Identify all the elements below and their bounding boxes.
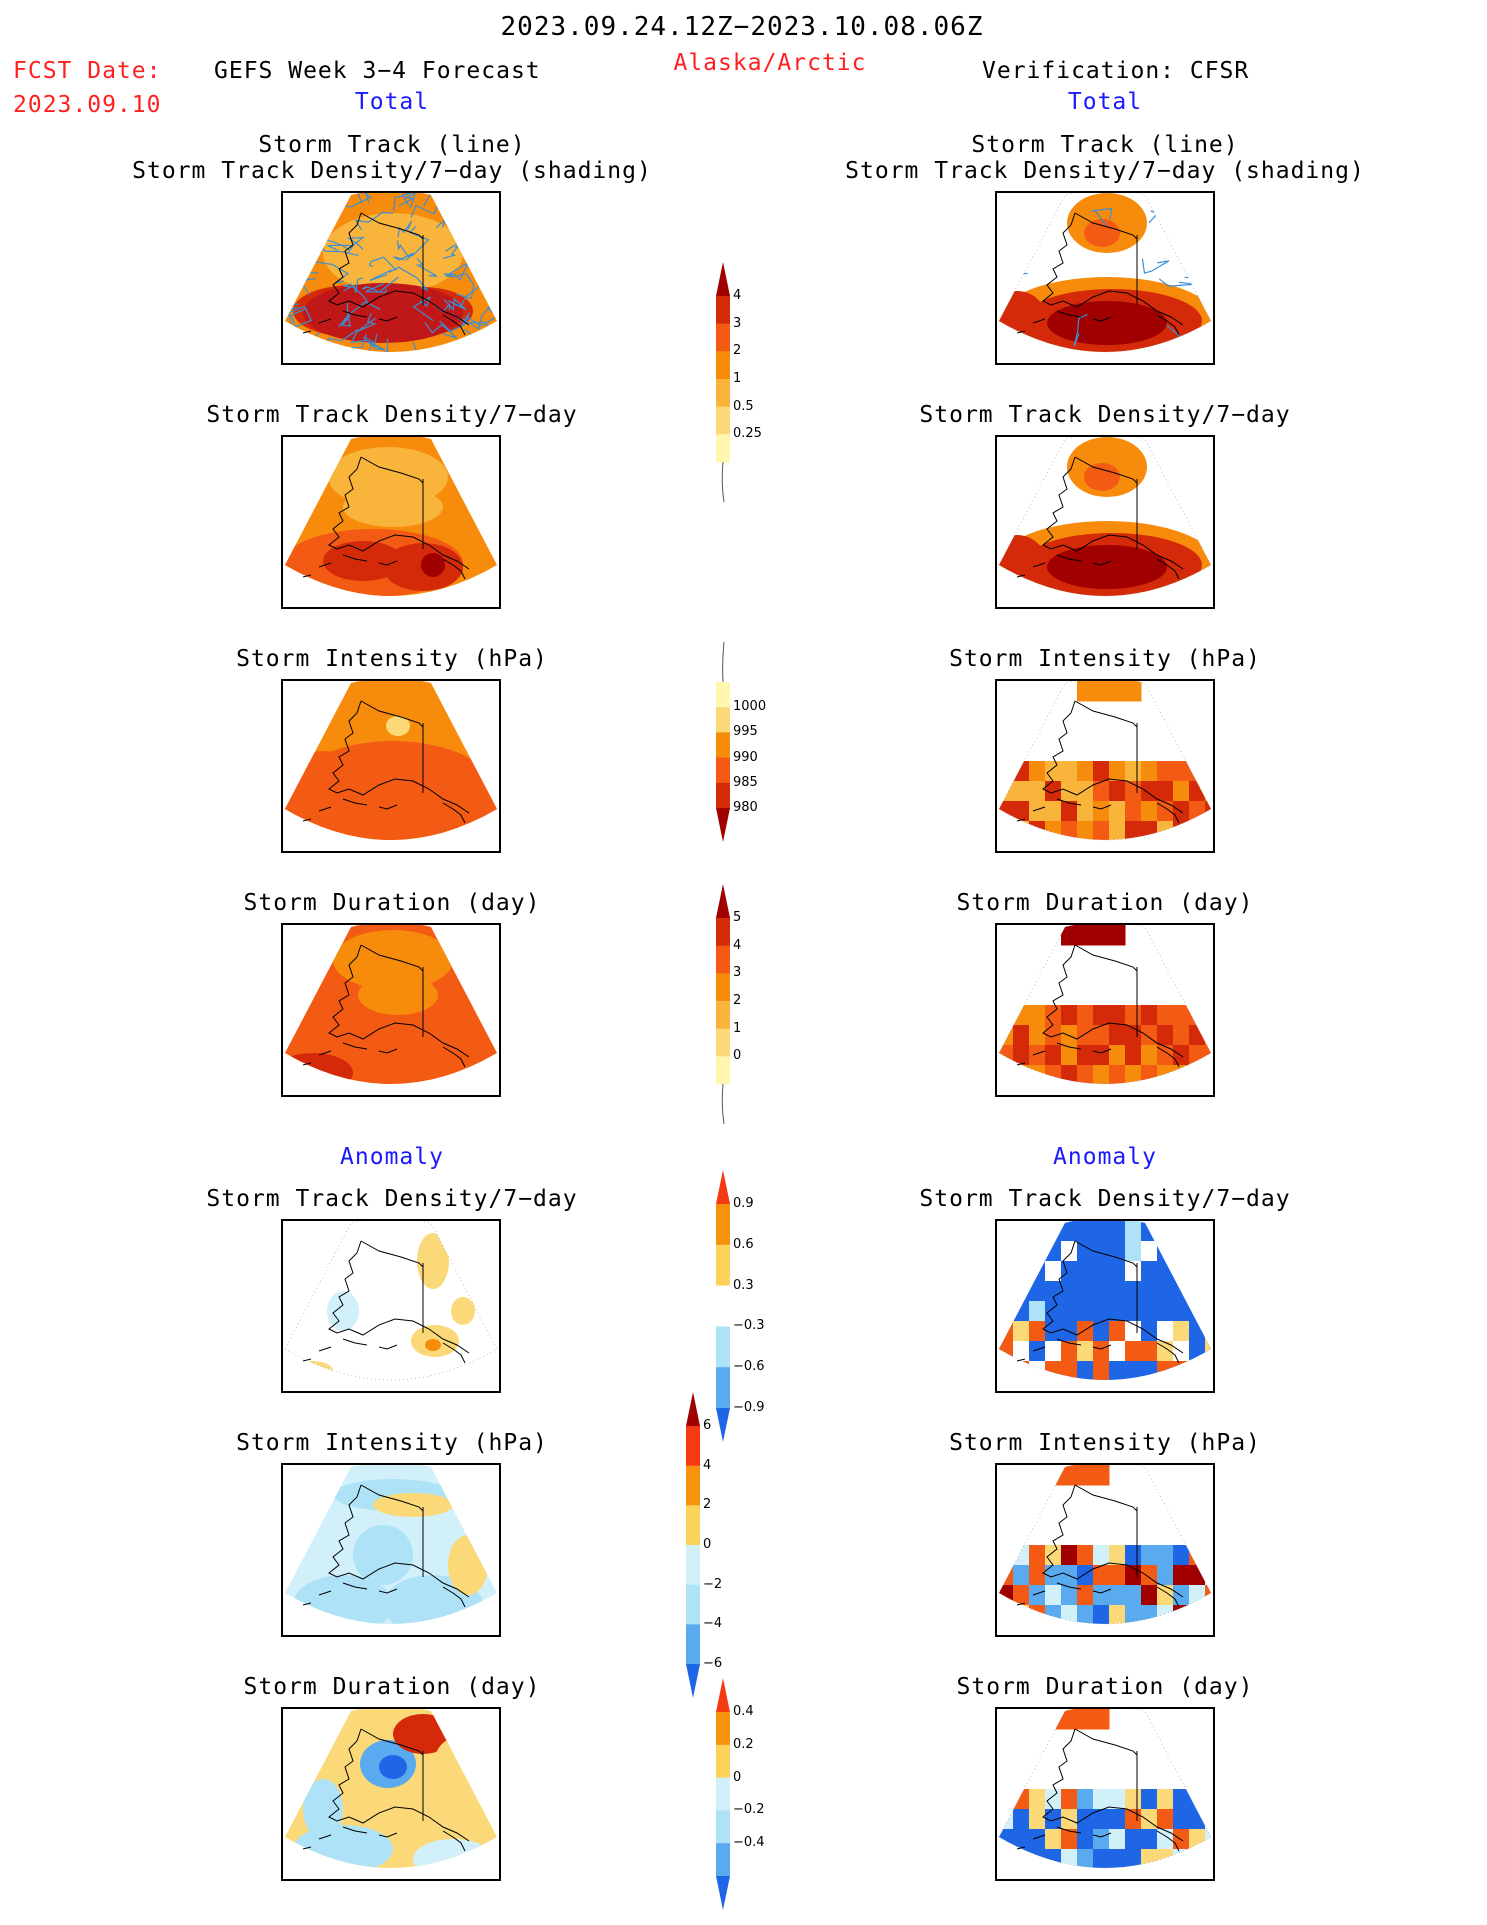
panel-title: Storm Intensity (hPa) (949, 1430, 1261, 1456)
map-verif-anom-density (995, 1219, 1215, 1393)
map-forecast-storm-track (281, 191, 501, 365)
map-forecast-intensity (281, 679, 501, 853)
colorbar-tick-label: 1 (733, 371, 742, 386)
colorbar-duration: 5 4 3 2 1 0 (716, 884, 776, 1132)
colorbar-tick-label: −0.6 (733, 1359, 765, 1375)
region-title: Alaska/Arctic (673, 50, 867, 76)
right-subtitle: Total (1067, 89, 1143, 115)
colorbar-intensity: 1000 995 990 985 980 (716, 641, 776, 850)
left-title: GEFS Week 3−4 Forecast (214, 58, 541, 84)
panel-title: Storm Track Density/7−day (919, 1186, 1291, 1212)
colorbar-tick-label: 0.3 (733, 1277, 754, 1293)
map-forecast-anom-density (281, 1219, 501, 1393)
colorbar-tick-label: −2 (703, 1576, 723, 1592)
panel-title: Storm Track Density/7−day (shading) (845, 158, 1365, 184)
date-range: 2023.09.24.12Z−2023.10.08.06Z (500, 12, 984, 42)
colorbar-tick-label: 0.25 (733, 426, 762, 442)
fcst-date-value: 2023.09.10 (13, 92, 162, 118)
panel-title: Storm Track (line) (258, 132, 526, 158)
colorbar-tick-label: 2 (733, 343, 742, 359)
panel-title: Storm Track Density/7−day (206, 1186, 578, 1212)
colorbar-tick-label: 5 (733, 910, 742, 925)
colorbar-tick-label: 990 (733, 749, 758, 765)
map-verif-duration (995, 923, 1215, 1097)
panel-title: Storm Intensity (hPa) (236, 646, 548, 672)
colorbar-tick-label: 3 (733, 965, 742, 981)
panel-title: Storm Track Density/7−day (shading) (132, 158, 652, 184)
panel-title: Storm Duration (day) (956, 1674, 1254, 1700)
colorbar-tick-label: 4 (733, 288, 742, 303)
colorbar-anom-duration: 0.4 0.2 0 −0.2 −0.4 (716, 1678, 776, 1918)
colorbar-tick-label: −0.9 (733, 1400, 765, 1415)
colorbar-tick-label: 0.5 (733, 398, 754, 414)
colorbar-density: 4 3 2 1 0.5 0.25 (716, 262, 776, 510)
map-forecast-anom-intensity (281, 1463, 501, 1637)
panel-title: Storm Duration (day) (243, 890, 541, 916)
colorbar-tick-label: 2 (733, 993, 742, 1008)
colorbar-tick-label: −0.2 (733, 1802, 765, 1818)
left-subtitle: Total (354, 89, 430, 115)
colorbar-tick-label: 0 (733, 1769, 742, 1785)
colorbar-tick-label: 1000 (733, 699, 767, 715)
panel-title: Storm Intensity (hPa) (949, 646, 1261, 672)
panel-title: Storm Duration (day) (956, 890, 1254, 916)
colorbar-tick-label: 2 (703, 1497, 712, 1513)
map-verif-storm-track (995, 191, 1215, 365)
map-verif-intensity (995, 679, 1215, 853)
colorbar-tick-label: 3 (733, 315, 742, 331)
colorbar-tick-label: 980 (733, 800, 758, 815)
colorbar-tick-label: 4 (703, 1457, 712, 1473)
colorbar-tick-label: −4 (703, 1616, 723, 1632)
colorbar-tick-label: 0 (703, 1537, 712, 1552)
colorbar-tick-label: 0.6 (733, 1236, 754, 1252)
colorbar-tick-label: 0.2 (733, 1736, 754, 1752)
panel-title: Storm Track Density/7−day (206, 402, 578, 428)
panel-title: Storm Duration (day) (243, 1674, 541, 1700)
panel-title: Storm Track (line) (971, 132, 1239, 158)
colorbar-tick-label: −0.3 (733, 1318, 765, 1334)
panel-title: Storm Intensity (hPa) (236, 1430, 548, 1456)
colorbar-tick-label: −0.4 (733, 1835, 765, 1851)
map-verif-track-density (995, 435, 1215, 609)
colorbar-tick-label: 0.9 (733, 1196, 754, 1211)
fcst-date-label: FCST Date: (13, 58, 162, 84)
colorbar-tick-label: 6 (703, 1418, 712, 1433)
map-verif-anom-duration (995, 1707, 1215, 1881)
map-verif-anom-intensity (995, 1463, 1215, 1637)
map-forecast-anom-duration (281, 1707, 501, 1881)
anomaly-left-heading: Anomaly (340, 1144, 444, 1170)
colorbar-tick-label: −6 (703, 1656, 723, 1671)
map-forecast-track-density (281, 435, 501, 609)
colorbar-tick-label: 1 (733, 1020, 742, 1036)
colorbar-tick-label: 0 (733, 1048, 742, 1064)
colorbar-tick-label: 0.4 (733, 1704, 754, 1719)
colorbar-tick-label: 4 (733, 937, 742, 953)
colorbar-tick-label: 995 (733, 724, 758, 740)
panel-title: Storm Track Density/7−day (919, 402, 1291, 428)
anomaly-right-heading: Anomaly (1053, 1144, 1157, 1170)
colorbar-tick-label: 985 (733, 774, 758, 790)
right-title: Verification: CFSR (982, 58, 1250, 84)
colorbar-anom-intensity: 6 4 2 0 −2 −4 −6 (686, 1392, 746, 1706)
colorbar-anom-density: 0.9 0.6 0.3 −0.3 −0.6 −0.9 (716, 1170, 776, 1450)
map-forecast-duration (281, 923, 501, 1097)
